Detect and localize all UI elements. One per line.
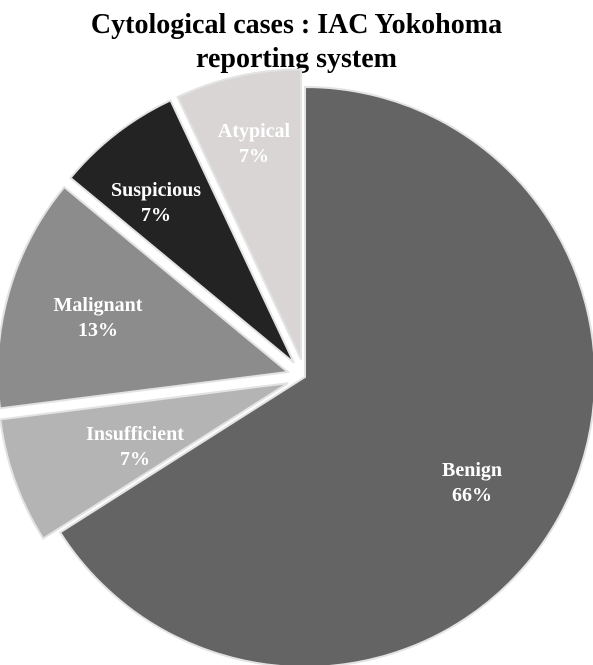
- data-label-percent: 13%: [78, 319, 118, 341]
- data-label-category: Atypical: [218, 120, 291, 142]
- data-label-percent: 66%: [452, 484, 492, 506]
- data-label-percent: 7%: [239, 145, 269, 167]
- data-label-category: Benign: [442, 459, 502, 481]
- pie-slice-insufficient: [0, 382, 289, 540]
- data-label-percent: 7%: [120, 448, 150, 470]
- pie-slice-suspicious: [69, 99, 295, 364]
- data-label-insufficient: Insufficient 7%: [86, 423, 184, 470]
- data-label-benign: Benign 66%: [442, 459, 502, 506]
- data-label-atypical: Atypical 7%: [218, 120, 291, 167]
- pie-slice-benign: [58, 85, 593, 665]
- data-label-percent: 7%: [141, 204, 171, 226]
- data-label-category: Malignant: [54, 294, 143, 316]
- data-label-suspicious: Suspicious 7%: [111, 179, 201, 226]
- pie-slice-malignant: [0, 185, 291, 410]
- data-label-category: Suspicious: [111, 179, 201, 201]
- data-label-malignant: Malignant 13%: [54, 294, 143, 341]
- chart-title-line-1: Cytological cases : IAC Yokohoma: [90, 9, 503, 40]
- chart-title: Cytological cases : IAC Yokohoma reporti…: [0, 8, 593, 76]
- pie-slice-atypical: [176, 68, 303, 360]
- data-label-category: Insufficient: [86, 423, 184, 445]
